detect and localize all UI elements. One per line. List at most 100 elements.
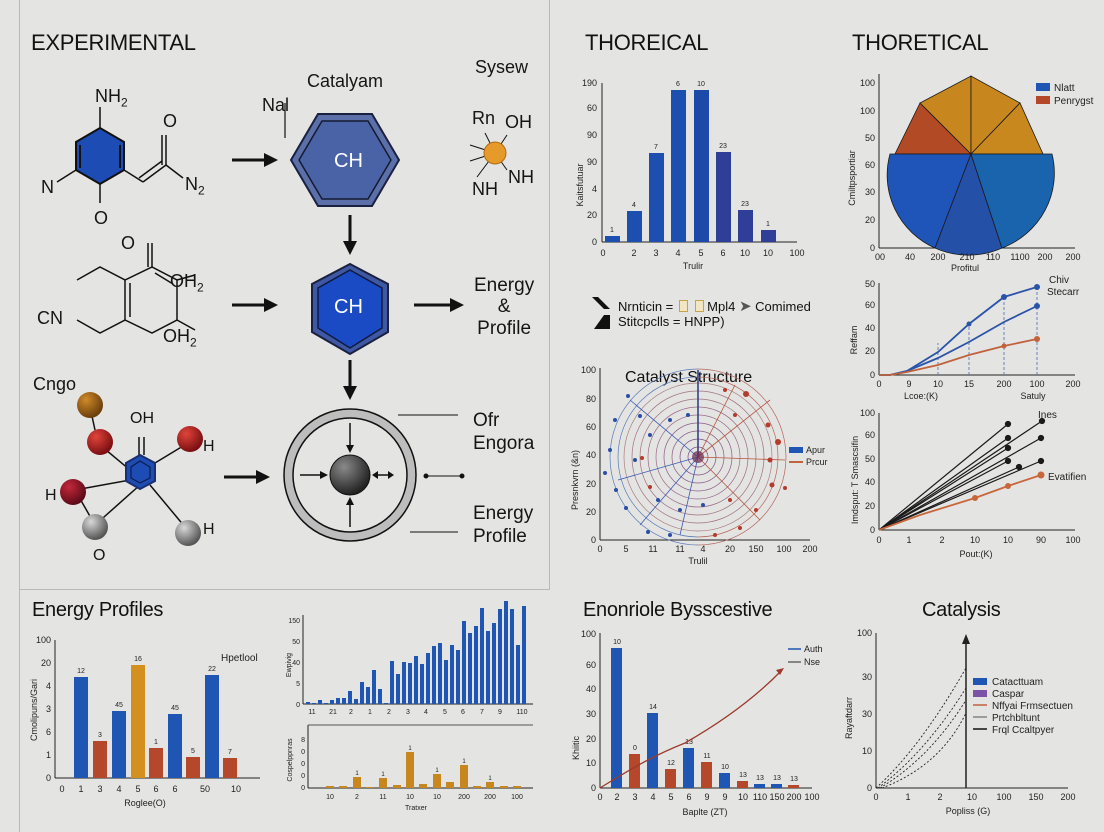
svg-text:10: 10 — [721, 764, 729, 771]
svg-text:5: 5 — [668, 792, 673, 802]
svg-text:10: 10 — [326, 794, 334, 801]
svg-text:210: 210 — [959, 252, 974, 262]
n-left-label: N — [41, 177, 54, 197]
svg-text:30: 30 — [586, 709, 596, 719]
svg-text:200: 200 — [484, 794, 496, 801]
svg-text:20: 20 — [586, 479, 596, 489]
svg-text:20: 20 — [587, 210, 597, 220]
svg-text:50: 50 — [200, 784, 210, 794]
svg-text:3: 3 — [406, 709, 410, 716]
cn-label: CN — [37, 308, 63, 328]
catalysis-title: Catalysis — [922, 599, 1001, 621]
arrow-down-icon — [343, 215, 357, 255]
svg-text:100: 100 — [581, 629, 596, 639]
oh2-b-label: OH2 — [163, 326, 197, 350]
svg-text:Ewpivig: Ewpivig — [286, 653, 293, 677]
svg-text:50: 50 — [865, 279, 875, 289]
svg-text:4: 4 — [650, 792, 655, 802]
svg-text:11: 11 — [648, 544, 657, 554]
nal-label: Nal — [262, 95, 290, 115]
svg-text:200: 200 — [996, 379, 1011, 389]
svg-text:6: 6 — [461, 709, 465, 716]
svg-text:100: 100 — [1065, 535, 1080, 545]
svg-text:1: 1 — [154, 739, 158, 746]
svg-text:Nse: Nse — [804, 657, 820, 667]
ch-top-label: CH — [334, 150, 363, 172]
svg-text:20: 20 — [586, 734, 596, 744]
system-label: Sysew — [475, 57, 529, 77]
svg-text:200: 200 — [1065, 379, 1080, 389]
svg-text:10: 10 — [763, 248, 773, 258]
svg-text:100: 100 — [860, 408, 875, 418]
svg-text:10: 10 — [613, 639, 621, 646]
svg-text:90: 90 — [587, 130, 597, 140]
svg-text:6: 6 — [676, 81, 680, 88]
placeholder-box-icon — [678, 300, 688, 312]
svg-text:7: 7 — [654, 144, 658, 151]
svg-text:100: 100 — [804, 792, 819, 802]
arrow-plane-icon: ➤ — [738, 298, 752, 315]
svg-text:16: 16 — [134, 656, 142, 663]
catalyst-site-icon — [469, 132, 508, 178]
svg-text:200: 200 — [930, 252, 945, 262]
svg-text:23: 23 — [719, 143, 727, 150]
svg-text:3: 3 — [653, 248, 658, 258]
svg-text:1: 1 — [408, 746, 412, 752]
svg-text:200: 200 — [1060, 792, 1075, 802]
svg-text:Roglee(O): Roglee(O) — [124, 798, 166, 808]
svg-text:45: 45 — [171, 705, 179, 712]
svg-text:40: 40 — [865, 477, 875, 487]
energy-profile-label: Energy & Profile — [474, 275, 535, 339]
svg-text:200: 200 — [802, 544, 817, 554]
svg-text:1: 1 — [905, 792, 910, 802]
svg-text:10: 10 — [970, 535, 980, 545]
svg-text:0: 0 — [301, 749, 305, 756]
svg-text:Satuly: Satuly — [1020, 391, 1046, 401]
svg-text:9: 9 — [704, 792, 709, 802]
svg-text:13: 13 — [790, 776, 798, 783]
oh-label: OH — [505, 112, 532, 132]
arrow-right-icon — [232, 153, 278, 167]
svg-text:Prtchbltunt: Prtchbltunt — [992, 713, 1040, 724]
svg-text:11: 11 — [675, 544, 684, 554]
svg-text:Trulil: Trulil — [688, 556, 707, 566]
svg-text:Prcur: Prcur — [806, 457, 828, 467]
svg-text:190: 190 — [582, 78, 597, 88]
svg-text:Apur: Apur — [806, 445, 825, 455]
svg-text:Kaitsfutuar: Kaitsfutuar — [575, 163, 585, 206]
svg-text:100: 100 — [996, 792, 1011, 802]
svg-text:3: 3 — [97, 784, 102, 794]
svg-text:0: 0 — [591, 535, 596, 545]
svg-text:10: 10 — [967, 792, 977, 802]
svg-text:9: 9 — [906, 379, 911, 389]
bottom-left-panel-border — [19, 590, 550, 832]
svg-text:5: 5 — [296, 681, 300, 688]
svg-text:Trulir: Trulir — [683, 261, 703, 271]
arrow-down-icon — [343, 360, 357, 400]
svg-text:100: 100 — [1029, 379, 1044, 389]
svg-text:5: 5 — [191, 748, 195, 755]
svg-text:13: 13 — [739, 772, 747, 779]
svg-text:Nffyai Frmsectuen: Nffyai Frmsectuen — [992, 701, 1073, 712]
svg-text:50: 50 — [292, 639, 300, 646]
svg-text:60: 60 — [587, 103, 597, 113]
formula-bracket-icon — [592, 297, 610, 329]
svg-text:150: 150 — [1028, 792, 1043, 802]
svg-text:100: 100 — [36, 635, 51, 645]
svg-text:60: 60 — [586, 422, 596, 432]
o-top-label: O — [163, 111, 178, 131]
svg-text:4: 4 — [700, 544, 705, 554]
svg-text:110: 110 — [516, 709, 527, 716]
svg-text:12: 12 — [77, 668, 85, 675]
svg-text:0: 0 — [301, 785, 305, 792]
svg-text:3: 3 — [46, 704, 51, 714]
svg-text:20: 20 — [865, 346, 875, 356]
svg-text:20: 20 — [865, 215, 875, 225]
dense-blue-bar-chart: Ewpivig 0 5 40 50 150 11 21 2 1 2 3 4 5 … — [286, 601, 533, 716]
svg-text:1: 1 — [355, 771, 359, 777]
svg-text:6: 6 — [46, 727, 51, 737]
svg-text:0: 0 — [870, 243, 875, 253]
svg-text:150: 150 — [769, 792, 784, 802]
svg-text:150: 150 — [288, 618, 300, 625]
svg-text:Catacttuam: Catacttuam — [992, 677, 1043, 688]
